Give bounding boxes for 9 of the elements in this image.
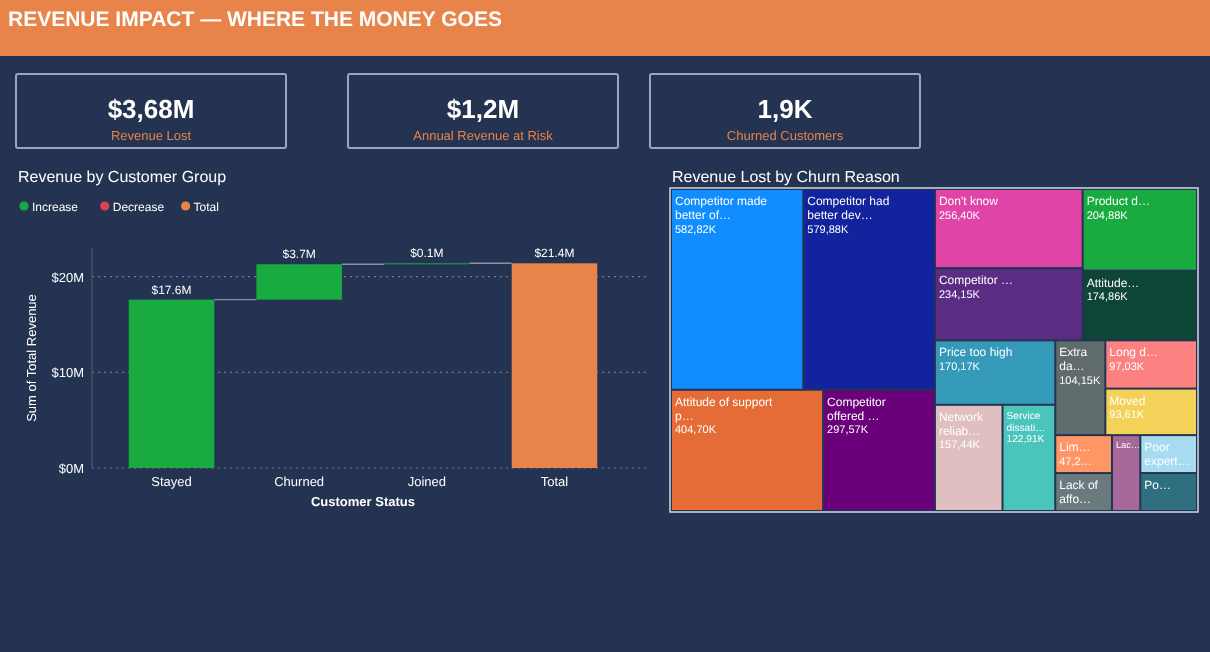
text: $1,2M (446, 94, 520, 124)
bar (256, 264, 342, 300)
text: Revenue Lost by Churn Reason (672, 168, 900, 186)
bar (128, 299, 215, 468)
bar (511, 263, 598, 468)
chart-title: Revenue by Customer Group (18, 168, 228, 186)
text: 1,9K (757, 94, 813, 124)
text: $3,68M (107, 94, 195, 124)
text: REVENUE IMPACT — WHERE THE MONEY GOES (8, 8, 502, 32)
